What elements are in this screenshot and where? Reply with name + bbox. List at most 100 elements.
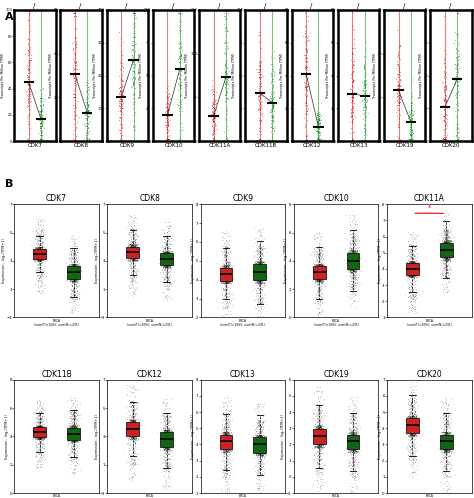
Point xyxy=(69,274,76,282)
Point xyxy=(351,410,358,418)
Point xyxy=(410,424,418,432)
Point xyxy=(315,275,323,283)
Point xyxy=(259,473,266,481)
Point xyxy=(409,415,416,423)
Point xyxy=(220,431,228,439)
Point xyxy=(71,91,79,99)
Point xyxy=(38,253,46,261)
Point xyxy=(128,421,135,429)
Point xyxy=(226,430,233,438)
Point xyxy=(438,239,446,247)
Point xyxy=(258,419,265,427)
Point xyxy=(37,245,45,252)
Point xyxy=(161,257,168,265)
Point xyxy=(352,445,359,453)
Point xyxy=(255,279,262,287)
Point xyxy=(128,235,136,243)
Point xyxy=(314,430,321,438)
Point xyxy=(39,420,47,428)
Point xyxy=(29,424,36,432)
Point xyxy=(36,429,44,437)
Point xyxy=(73,430,81,438)
Point xyxy=(350,259,358,267)
Point xyxy=(224,296,232,304)
Point xyxy=(163,446,171,454)
Point xyxy=(318,249,325,257)
Point xyxy=(71,266,78,274)
Point xyxy=(158,437,166,445)
Point xyxy=(266,92,274,100)
Point xyxy=(443,463,450,471)
Point xyxy=(33,434,41,442)
Point xyxy=(405,268,413,276)
Point xyxy=(34,447,41,455)
Point xyxy=(257,444,264,452)
Point xyxy=(317,433,324,441)
Point xyxy=(224,426,231,434)
Point xyxy=(254,433,262,441)
Point xyxy=(406,413,414,421)
Point xyxy=(38,254,46,262)
Point xyxy=(347,222,355,230)
Point xyxy=(445,253,453,261)
Point xyxy=(255,270,263,278)
Point xyxy=(256,90,264,98)
Point xyxy=(317,269,324,277)
Point xyxy=(132,248,139,256)
Point xyxy=(73,426,81,434)
Point xyxy=(454,106,462,114)
Point xyxy=(260,435,268,443)
Point xyxy=(165,429,173,437)
Point xyxy=(163,436,171,444)
Point xyxy=(350,262,357,270)
Point xyxy=(314,271,321,279)
Point xyxy=(161,258,169,266)
Point xyxy=(348,432,356,440)
Point xyxy=(127,246,134,253)
Point xyxy=(129,423,137,431)
Point xyxy=(162,260,169,268)
Point xyxy=(408,263,415,271)
Point xyxy=(70,437,78,445)
Point xyxy=(251,269,259,277)
Point xyxy=(405,429,412,437)
Point xyxy=(34,279,42,287)
Point xyxy=(317,427,325,435)
Point xyxy=(33,425,40,433)
Point xyxy=(131,418,139,426)
Point xyxy=(442,414,450,422)
Point xyxy=(128,39,136,47)
Point xyxy=(67,287,75,295)
Point xyxy=(255,448,263,456)
Point xyxy=(310,276,318,284)
Point xyxy=(73,427,81,435)
Point xyxy=(256,274,264,282)
Point xyxy=(345,250,353,258)
Point xyxy=(36,250,44,258)
Point xyxy=(349,76,356,84)
Point xyxy=(69,268,77,276)
Point xyxy=(344,264,352,272)
Point xyxy=(128,417,135,425)
Point xyxy=(166,450,173,458)
Point xyxy=(70,423,77,431)
Point xyxy=(221,274,228,282)
Point xyxy=(128,418,136,426)
Point xyxy=(69,413,77,421)
Point xyxy=(124,255,131,263)
Point xyxy=(72,260,79,268)
Point xyxy=(254,306,261,314)
Point xyxy=(130,58,137,66)
Point xyxy=(410,429,418,437)
Point xyxy=(164,263,172,271)
Point xyxy=(68,262,76,270)
Point xyxy=(121,415,129,423)
Point xyxy=(351,275,358,283)
Point xyxy=(167,435,175,443)
Point xyxy=(447,439,454,447)
Point xyxy=(411,265,419,273)
Point xyxy=(223,440,230,448)
Point xyxy=(255,263,263,271)
Point xyxy=(162,466,170,474)
Point xyxy=(348,256,356,264)
